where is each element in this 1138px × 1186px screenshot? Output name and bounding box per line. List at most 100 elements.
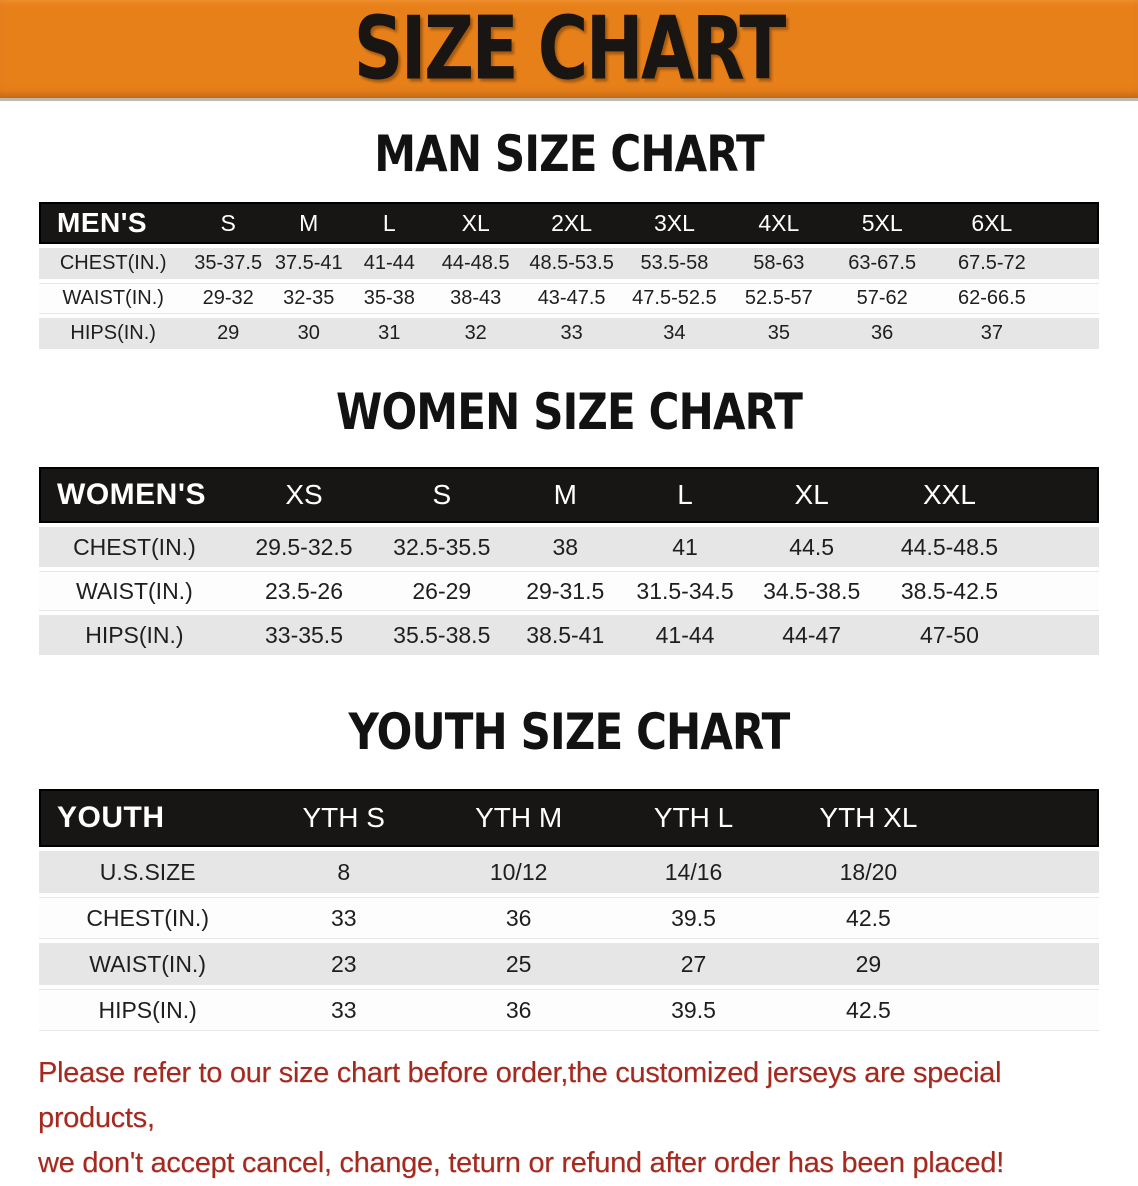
spacer-cell <box>955 943 1099 985</box>
women-size-table: WOMEN'S XS S M L XL XXL CHEST(IN.) 29.5-32.5 32.5… <box>39 463 1099 659</box>
spacer-cell <box>955 897 1099 939</box>
table-corner-label: WOMEN'S <box>39 467 230 523</box>
size-column-header: YTH XL <box>780 789 956 847</box>
size-value: 30 <box>269 318 349 349</box>
size-value: 38.5-41 <box>505 615 626 655</box>
size-value: 37 <box>933 318 1051 349</box>
size-value: 35-38 <box>348 283 431 314</box>
size-column-header: 6XL <box>933 202 1051 244</box>
size-value: 47.5-52.5 <box>621 283 727 314</box>
size-chart-banner: SIZE CHART <box>0 0 1138 101</box>
size-value: 44.5 <box>744 527 879 567</box>
measurement-row: HIPS(IN.) 29 30 31 32 33 34 35 36 37 <box>39 318 1099 349</box>
disclaimer-line-2: we don't accept cancel, change, teturn o… <box>38 1146 1004 1179</box>
size-column-header: 4XL <box>726 202 831 244</box>
row-label: HIPS(IN.) <box>39 615 230 655</box>
size-column-header: S <box>187 202 269 244</box>
table-corner-label: YOUTH <box>39 789 257 847</box>
size-value: 14/16 <box>606 851 781 893</box>
size-value: 23 <box>256 943 432 985</box>
row-label: WAIST(IN.) <box>39 571 230 611</box>
size-value: 29.5-32.5 <box>229 527 379 567</box>
section-title-youth: YOUTH SIZE CHART <box>348 703 791 761</box>
section-youth: YOUTH SIZE CHART YOUTH YTH S YTH M YTH L YTH… <box>0 703 1138 1035</box>
size-column-header: M <box>269 202 349 244</box>
size-value: 37.5-41 <box>269 248 349 279</box>
size-value: 47-50 <box>878 615 1021 655</box>
size-value: 29 <box>187 318 269 349</box>
size-value: 18/20 <box>780 851 956 893</box>
measurement-row: HIPS(IN.) 33-35.5 35.5-38.5 38.5-41 41-44 44-… <box>39 615 1099 655</box>
size-column-header: YTH M <box>431 789 607 847</box>
men-size-table: MEN'S S M L XL 2XL 3XL 4XL 5XL 6XL CHEST(IN.) 35-37… <box>39 198 1099 353</box>
measurement-row: CHEST(IN.) 33 36 39.5 42.5 <box>39 897 1099 939</box>
size-value: 44.5-48.5 <box>878 527 1021 567</box>
size-value: 67.5-72 <box>933 248 1051 279</box>
size-value: 34 <box>621 318 727 349</box>
measurement-row: CHEST(IN.) 35-37.5 37.5-41 41-44 44-48.5 48.5… <box>39 248 1099 279</box>
spacer-cell <box>1020 467 1099 523</box>
size-column-header: 3XL <box>621 202 727 244</box>
spacer-cell <box>955 789 1099 847</box>
size-value: 32 <box>430 318 522 349</box>
size-value: 29-32 <box>187 283 269 314</box>
size-value: 36 <box>830 318 934 349</box>
row-label: WAIST(IN.) <box>39 943 257 985</box>
size-value: 41-44 <box>625 615 745 655</box>
size-header-row: WOMEN'S XS S M L XL XXL <box>39 467 1099 523</box>
size-value: 34.5-38.5 <box>744 571 879 611</box>
disclaimer: Please refer to our size chart before or… <box>38 1051 1100 1186</box>
size-value: 33 <box>256 989 432 1031</box>
row-label: WAIST(IN.) <box>39 283 188 314</box>
row-label: CHEST(IN.) <box>39 248 188 279</box>
spacer-cell <box>955 851 1099 893</box>
size-value: 33-35.5 <box>229 615 379 655</box>
row-label: CHEST(IN.) <box>39 527 230 567</box>
size-value: 29-31.5 <box>505 571 626 611</box>
measurement-row: WAIST(IN.) 23 25 27 29 <box>39 943 1099 985</box>
spacer-cell <box>1050 318 1099 349</box>
size-column-header: S <box>378 467 506 523</box>
measurement-row: WAIST(IN.) 29-32 32-35 35-38 38-43 43-47.5 47.… <box>39 283 1099 314</box>
size-value: 42.5 <box>780 897 956 939</box>
size-value: 36 <box>431 989 607 1031</box>
size-value: 10/12 <box>431 851 607 893</box>
youth-size-table: YOUTH YTH S YTH M YTH L YTH XL U.S.SIZE 8 10/12… <box>39 785 1099 1035</box>
size-value: 44-48.5 <box>430 248 522 279</box>
size-value: 35.5-38.5 <box>378 615 506 655</box>
size-value: 8 <box>256 851 432 893</box>
size-value: 27 <box>606 943 781 985</box>
size-value: 53.5-58 <box>621 248 727 279</box>
size-column-header: L <box>348 202 431 244</box>
size-value: 33 <box>256 897 432 939</box>
size-column-header: YTH L <box>606 789 781 847</box>
spacer-cell <box>1050 283 1099 314</box>
size-value: 31.5-34.5 <box>625 571 745 611</box>
table-corner-label: MEN'S <box>39 202 188 244</box>
size-value: 31 <box>348 318 431 349</box>
spacer-cell <box>1020 615 1099 655</box>
size-column-header: M <box>505 467 626 523</box>
size-column-header: YTH S <box>256 789 432 847</box>
measurement-row: CHEST(IN.) 29.5-32.5 32.5-35.5 38 41 44.5 44.5… <box>39 527 1099 567</box>
disclaimer-line-1: Please refer to our size chart before or… <box>38 1057 1002 1134</box>
size-value: 29 <box>780 943 956 985</box>
size-value: 62-66.5 <box>933 283 1051 314</box>
row-label: CHEST(IN.) <box>39 897 257 939</box>
measurement-row: HIPS(IN.) 33 36 39.5 42.5 <box>39 989 1099 1031</box>
section-title-women: WOMEN SIZE CHART <box>335 383 803 441</box>
size-value: 26-29 <box>378 571 506 611</box>
spacer-cell <box>1020 527 1099 567</box>
size-value: 33 <box>521 318 622 349</box>
size-value: 35 <box>726 318 831 349</box>
size-value: 38 <box>505 527 626 567</box>
size-value: 36 <box>431 897 607 939</box>
size-value: 23.5-26 <box>229 571 379 611</box>
size-value: 48.5-53.5 <box>521 248 622 279</box>
size-value: 57-62 <box>830 283 934 314</box>
size-value: 41 <box>625 527 745 567</box>
spacer-cell <box>955 989 1099 1031</box>
row-label: U.S.SIZE <box>39 851 257 893</box>
size-column-header: XXL <box>878 467 1021 523</box>
size-value: 39.5 <box>606 897 781 939</box>
